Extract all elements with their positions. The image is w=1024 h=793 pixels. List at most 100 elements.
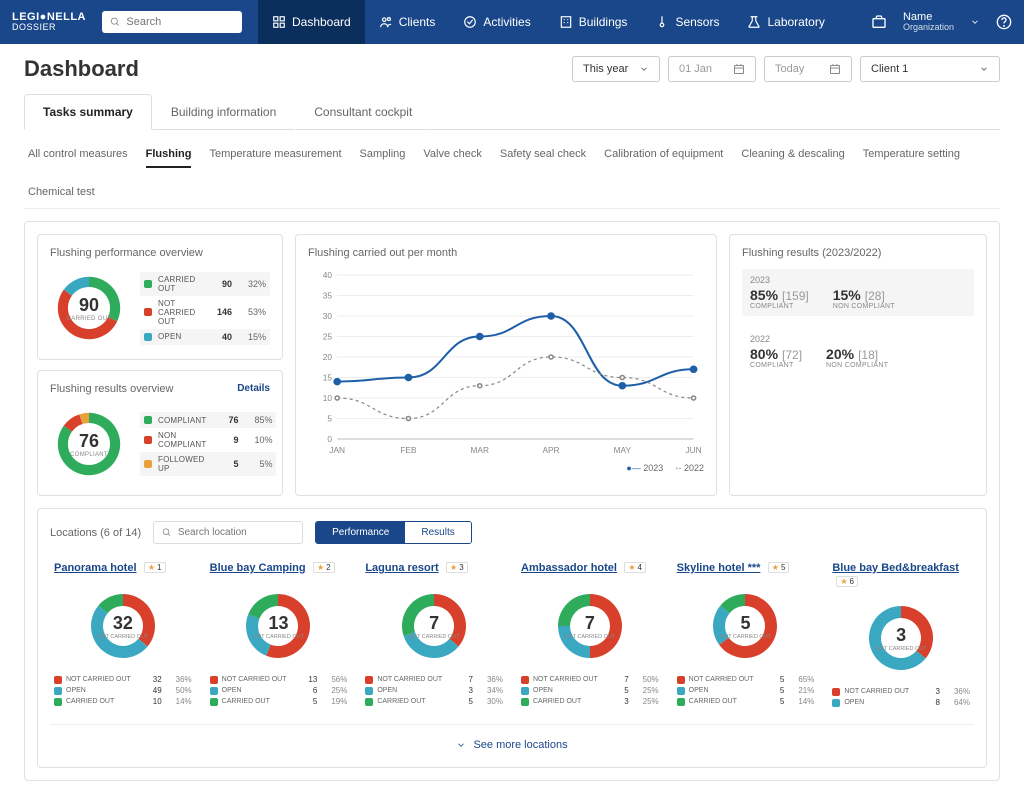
calendar-icon (733, 63, 745, 75)
location-link[interactable]: Laguna resort (365, 562, 438, 574)
chevron-down-icon (979, 64, 989, 74)
location-link[interactable]: Skyline hotel *** (677, 562, 761, 574)
legend-row: NOT CARRIED OUT 146 53% (140, 296, 270, 329)
logo: LEGI●NELLADOSSIER (12, 12, 86, 32)
main-tabs: Tasks summaryBuilding informationConsult… (24, 94, 1000, 130)
rank-badge: ★6 (836, 576, 858, 587)
nav-buildings[interactable]: Buildings (545, 0, 642, 44)
location-card: Ambassador hotel ★4 7NOT CARRIED OUT NOT… (517, 556, 663, 712)
svg-text:20: 20 (323, 353, 333, 362)
svg-text:JAN: JAN (329, 446, 345, 455)
chevron-down-icon (639, 64, 649, 74)
sub-tabs: All control measures Flushing Temperature … (24, 138, 1000, 209)
user-menu[interactable]: Name Organization (903, 11, 954, 33)
card-title: Flushing performance overview (50, 247, 270, 259)
chevron-down-icon[interactable] (970, 17, 980, 27)
tab-building-information[interactable]: Building information (152, 94, 295, 130)
locations-section: Locations (6 of 14) Performance Results … (37, 508, 987, 768)
filter-bar: This year 01 Jan Today Client 1 (572, 56, 1000, 82)
results-legend: COMPLIANT 76 85% NON COMPLIANT 9 10% FOL… (140, 412, 276, 476)
search-icon (162, 527, 172, 538)
results-donut: 76 COMPLIANT (50, 405, 128, 483)
briefcase-icon[interactable] (871, 14, 887, 30)
svg-text:MAR: MAR (470, 446, 489, 455)
topbar-right: Name Organization (871, 11, 1012, 33)
location-card: Laguna resort ★3 7NOT CARRIED OUT NOT CA… (361, 556, 507, 712)
help-icon[interactable] (996, 14, 1012, 30)
svg-text:35: 35 (323, 292, 333, 301)
svg-text:25: 25 (323, 333, 333, 342)
location-link[interactable]: Panorama hotel (54, 562, 137, 574)
legend-row: OPEN 40 15% (140, 329, 270, 345)
legend-row: FOLLOWED UP 5 5% (140, 452, 276, 476)
chevron-down-icon (456, 740, 466, 750)
location-link[interactable]: Blue bay Camping (210, 562, 306, 574)
legend-row: NON COMPLIANT 9 10% (140, 428, 276, 452)
card-title: Flushing results overview Details (50, 383, 270, 395)
subtab-chemical-test[interactable]: Chemical test (28, 186, 95, 204)
monthly-chart-card: Flushing carried out per month 051015202… (295, 234, 717, 496)
period-select[interactable]: This year (572, 56, 660, 82)
subtab-temperature-setting[interactable]: Temperature setting (863, 148, 960, 168)
nav-dashboard[interactable]: Dashboard (258, 0, 365, 44)
chart-legend: ●— 2023◦- 2022 (308, 463, 704, 473)
subtab-sampling[interactable]: Sampling (360, 148, 406, 168)
search-icon (110, 16, 120, 28)
perf-donut: 90 CARRIED OUT (50, 269, 128, 347)
year-result-block: 2023 85%[159] COMPLIANT 15%[28] NON COMP… (742, 269, 974, 316)
nav-laboratory[interactable]: Laboratory (733, 0, 838, 44)
location-search[interactable] (153, 521, 303, 544)
toggle-results[interactable]: Results (405, 522, 470, 543)
svg-text:FEB: FEB (400, 446, 417, 455)
location-link[interactable]: Ambassador hotel (521, 562, 617, 574)
global-search[interactable] (102, 11, 242, 33)
locations-title: Locations (6 of 14) (50, 527, 141, 539)
date-to-input[interactable]: Today (764, 56, 852, 82)
svg-text:40: 40 (323, 271, 333, 280)
legend-row: COMPLIANT 76 85% (140, 412, 276, 428)
legend-row: CARRIED OUT 90 32% (140, 272, 270, 296)
nav-sensors[interactable]: Sensors (641, 0, 733, 44)
nav-activities[interactable]: Activities (449, 0, 544, 44)
year-result-block: 2022 80%[72] COMPLIANT 20%[18] NON COMPL… (742, 328, 974, 375)
top-nav: DashboardClientsActivitiesBuildingsSenso… (258, 0, 839, 44)
toggle-performance[interactable]: Performance (316, 522, 405, 543)
user-org: Organization (903, 23, 954, 33)
results-overview-card: Flushing results overview Details 76 COM… (37, 370, 283, 496)
subtab-cleaning-descaling[interactable]: Cleaning & descaling (741, 148, 844, 168)
tab-tasks-summary[interactable]: Tasks summary (24, 94, 152, 130)
date-from-input[interactable]: 01 Jan (668, 56, 756, 82)
subtab-temperature-measurement[interactable]: Temperature measurement (209, 148, 341, 168)
search-input[interactable] (126, 16, 234, 28)
rank-badge: ★2 (313, 562, 335, 573)
nav-clients[interactable]: Clients (365, 0, 450, 44)
flushing-results-card: Flushing results (2023/2022) 2023 85%[15… (729, 234, 987, 496)
client-select[interactable]: Client 1 (860, 56, 1000, 82)
svg-text:JUN: JUN (685, 446, 701, 455)
location-search-input[interactable] (178, 527, 294, 538)
details-link[interactable]: Details (237, 383, 270, 394)
calendar-icon (829, 63, 841, 75)
rank-badge: ★4 (624, 562, 646, 573)
perf-overview-card: Flushing performance overview 90 CARRIED… (37, 234, 283, 360)
location-card: Blue bay Bed&breakfast ★6 3NOT CARRIED O… (828, 556, 974, 712)
subtab-flushing[interactable]: Flushing (146, 148, 192, 168)
subtab-calibration-of-equipment[interactable]: Calibration of equipment (604, 148, 723, 168)
see-more-locations[interactable]: See more locations (50, 724, 974, 755)
location-card: Panorama hotel ★1 32NOT CARRIED OUT NOT … (50, 556, 196, 712)
svg-text:30: 30 (323, 312, 333, 321)
svg-text:MAY: MAY (614, 446, 632, 455)
tab-consultant-cockpit[interactable]: Consultant cockpit (295, 94, 431, 130)
svg-text:15: 15 (323, 374, 333, 383)
svg-text:10: 10 (323, 394, 333, 403)
location-link[interactable]: Blue bay Bed&breakfast (832, 562, 959, 574)
card-title: Flushing carried out per month (308, 247, 704, 259)
location-card: Blue bay Camping ★2 13NOT CARRIED OUT NO… (206, 556, 352, 712)
subtab-valve-check[interactable]: Valve check (423, 148, 482, 168)
card-title: Flushing results (2023/2022) (742, 247, 974, 259)
svg-text:APR: APR (542, 446, 559, 455)
topbar: LEGI●NELLADOSSIER DashboardClientsActivi… (0, 0, 1024, 44)
view-toggle: Performance Results (315, 521, 472, 544)
subtab-all-control-measures[interactable]: All control measures (28, 148, 128, 168)
subtab-safety-seal-check[interactable]: Safety seal check (500, 148, 586, 168)
